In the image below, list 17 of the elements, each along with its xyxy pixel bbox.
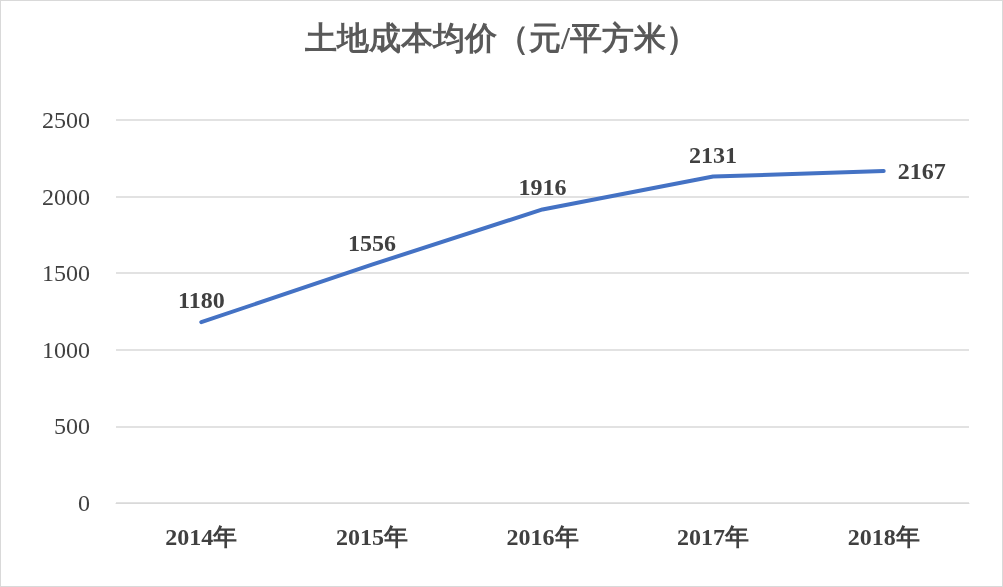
data-label: 1916 — [518, 174, 567, 201]
data-label: 2131 — [689, 141, 738, 168]
x-tick-label: 2014年 — [165, 524, 238, 550]
data-label: 1180 — [177, 287, 225, 314]
x-tick-label: 2016年 — [506, 524, 579, 550]
y-tick-label: 500 — [54, 413, 90, 440]
chart-title: 土地成本均价（元/平方米） — [304, 20, 698, 56]
y-tick-label: 0 — [78, 490, 90, 516]
y-tick-label: 1000 — [42, 336, 90, 363]
x-tick-label: 2017年 — [677, 524, 750, 550]
y-tick-label: 2500 — [42, 107, 90, 133]
y-tick-label: 1500 — [42, 260, 90, 287]
data-label: 2167 — [897, 158, 946, 185]
y-tick-label: 2000 — [42, 183, 90, 210]
data-label: 1556 — [347, 229, 396, 256]
x-tick-label: 2015年 — [335, 524, 408, 550]
x-tick-label: 2018年 — [847, 524, 920, 550]
